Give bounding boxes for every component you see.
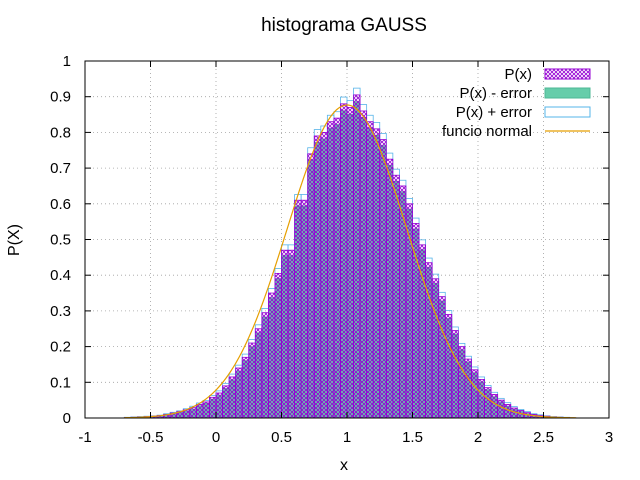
bar-px	[464, 358, 472, 419]
bar-px	[425, 262, 433, 419]
y-tick-label: 0	[63, 410, 71, 427]
bar-px	[451, 330, 459, 419]
bar-px	[195, 404, 204, 419]
axis-ticks	[84, 60, 610, 419]
bar-px	[202, 401, 210, 419]
legend: P(x) P(x) - error P(x) + error funcio norma…	[442, 66, 591, 140]
bar-px	[398, 185, 407, 419]
chart-title: histograma GAUSS	[261, 15, 427, 36]
bar-px	[457, 346, 466, 419]
legend-swatch-plus	[544, 106, 591, 118]
bar-px	[222, 385, 230, 419]
bar-px	[267, 292, 276, 419]
bar-px	[281, 249, 289, 419]
bar-px	[313, 135, 322, 419]
x-tick-labels: -1 -0.5 0 0.5 1 1.5 2 2.5 3	[78, 429, 613, 446]
bar-px	[333, 117, 341, 419]
bar-px	[228, 376, 237, 419]
bar-px	[412, 223, 420, 419]
bar-px	[254, 328, 263, 419]
bar-px	[379, 139, 387, 419]
x-tick-label: 0	[212, 429, 220, 446]
y-tick-label: 0.2	[50, 339, 71, 356]
grid-lines	[85, 61, 609, 418]
bar-px	[392, 174, 400, 419]
bar-px	[248, 342, 256, 419]
y-tick-labels: 0 0.1 0.2 0.3 0.4 0.5 0.6 0.7 0.8 0.9 1	[50, 53, 71, 427]
x-tick-label: 1	[343, 429, 351, 446]
bar-px	[359, 110, 368, 419]
bar-px	[346, 107, 354, 419]
bar-px	[497, 399, 505, 419]
legend-label: P(x) - error	[460, 85, 533, 102]
bar-px	[215, 392, 223, 419]
x-tick-label: 3	[605, 429, 613, 446]
bar-px	[241, 356, 250, 419]
legend-swatch-px	[544, 68, 591, 80]
bar-px	[326, 121, 335, 419]
bar-px	[484, 387, 492, 419]
y-tick-label: 0.3	[50, 303, 71, 320]
bar-px	[438, 296, 446, 419]
y-tick-label: 0.6	[50, 196, 71, 213]
bar-px	[307, 153, 315, 419]
bar-px	[235, 367, 243, 419]
normal-curve-line	[124, 104, 577, 419]
bar-px	[294, 199, 302, 419]
y-tick-label: 0.4	[50, 267, 71, 284]
x-axis-label: x	[340, 457, 348, 474]
y-tick-label: 0.9	[50, 89, 71, 106]
bar-px	[490, 394, 499, 419]
bar-px	[189, 407, 197, 419]
y-tick-label: 0.8	[50, 124, 71, 141]
bar-px	[287, 249, 295, 419]
bar-px	[503, 404, 512, 419]
y-tick-label: 0.5	[50, 232, 71, 249]
legend-label: P(x) + error	[456, 104, 532, 121]
x-tick-label: 1.5	[402, 429, 423, 446]
bar-px	[444, 314, 453, 419]
normal-curve	[124, 104, 577, 419]
x-tick-label: 2.5	[533, 429, 554, 446]
y-tick-label: 0.1	[50, 374, 71, 391]
bar-px	[366, 121, 374, 419]
y-tick-label: 1	[63, 53, 71, 70]
x-tick-label: -0.5	[138, 429, 164, 446]
x-tick-label: 2	[474, 429, 482, 446]
x-tick-label: -1	[78, 429, 91, 446]
legend-swatch-minus	[544, 87, 591, 99]
bar-px	[320, 131, 328, 419]
bar-px	[385, 158, 394, 419]
bar-px	[209, 396, 217, 419]
bar-px	[471, 369, 479, 419]
bar-px	[372, 128, 381, 419]
bar-px	[274, 273, 282, 419]
bar-px	[477, 379, 485, 419]
y-tick-label: 0.7	[50, 160, 71, 177]
x-tick-label: 0.5	[271, 429, 292, 446]
legend-label: P(x)	[505, 66, 533, 83]
y-axis-label: P(X)	[6, 224, 23, 256]
bar-px	[340, 103, 348, 419]
bars-px	[123, 94, 571, 419]
bar-px	[431, 278, 440, 419]
bar-px	[300, 199, 309, 419]
legend-label: funcio normal	[442, 123, 532, 140]
bar-px	[353, 94, 361, 419]
bar-px	[261, 312, 269, 419]
